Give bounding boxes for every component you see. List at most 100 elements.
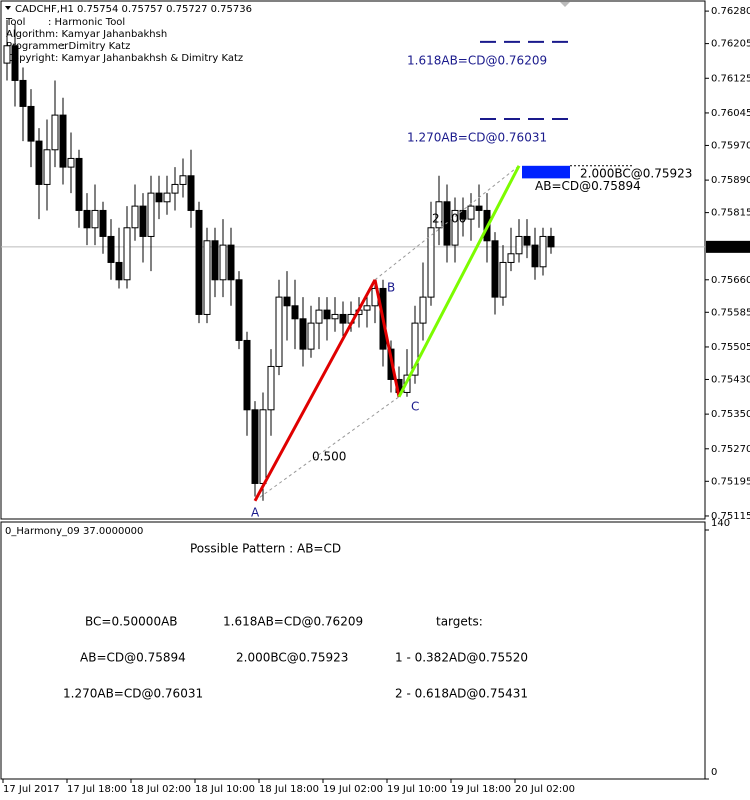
y-tick-label: 0.75195 [711,476,750,487]
leg-cd [397,165,521,398]
current-price-label: 0.75736 [711,242,750,253]
ratio-line [374,165,520,281]
x-tick-label: 17 Jul 2017 [3,784,60,795]
indicator-title: 0_Harmony_09 37.0000000 [5,526,143,537]
y-tick-label: 0.76280 [711,6,750,17]
y-tick-label: 0.76045 [711,108,750,119]
candle-body [187,175,195,211]
panel-text: targets: [436,615,483,629]
x-tick-label: 19 Jul 18:00 [451,784,511,795]
candle-body [291,305,299,320]
candle-body [547,235,555,248]
candle-body [139,205,147,237]
x-tick-label: 17 Jul 18:00 [67,784,127,795]
candle-body [419,296,427,324]
target-label: AB=CD@0.75894 [535,179,641,193]
panel-text: AB=CD@0.75894 [80,651,186,665]
candle-body [443,201,451,246]
y-tick-label: 0.75270 [711,444,750,455]
candle-body [331,313,339,320]
info-key: Programmer [6,41,69,52]
target-label: 1.618AB=CD@0.76209 [407,53,547,67]
candle-body [283,296,291,307]
y-tick-label: 0 [711,767,717,778]
target-label: 2.000BC@0.75923 [580,166,692,180]
candle-body [115,261,123,281]
candle-body [179,175,187,185]
candle-body [491,240,499,298]
y-tick-label: 0.75350 [711,409,750,420]
candle-body [411,322,419,376]
candle-body [323,309,331,320]
scroll-marker [560,2,570,7]
y-tick-label: 0.75815 [711,208,750,219]
info-value: : Harmonic Tool [48,17,125,28]
menu-arrow[interactable] [5,6,11,10]
candle-body [171,183,179,194]
point-label: B [387,280,395,294]
x-tick-label: 19 Jul 02:00 [323,784,383,795]
candle-body [35,140,43,185]
candle-body [315,309,323,324]
candle-body [67,157,75,168]
main-frame [0,0,706,520]
ratio-label: 0.500 [312,449,346,463]
candle-body [515,235,523,255]
candle-body [539,235,547,268]
panel-text: 1.618AB=CD@0.76209 [223,615,363,629]
candle-body [531,244,539,268]
panel-text: BC=0.50000AB [85,615,178,629]
candle-body [259,409,267,484]
candle-body [75,157,83,211]
candle-body [43,149,51,185]
candle-body [363,305,371,311]
y-tick-label: 140 [711,518,730,529]
panel-text: 1.270AB=CD@0.76031 [63,687,203,701]
leg-ab [253,279,377,502]
candle-body [11,45,19,81]
candle-body [163,192,171,203]
candle-body [19,79,27,107]
candle-body [307,322,315,350]
candle-body [235,279,243,341]
candle-body [227,244,235,281]
candle-body [91,209,99,229]
y-tick-label: 0.76205 [711,39,750,50]
y-tick-label: 0.75585 [711,307,750,318]
panel-text: 2.000BC@0.75923 [236,651,348,665]
x-tick-label: 18 Jul 10:00 [195,784,255,795]
candle-body [59,114,67,168]
y-tick-label: 0.75430 [711,374,750,385]
indicator-frame [0,521,706,780]
candle-body [299,318,307,350]
candle-body [267,365,275,411]
candle-body [435,201,443,229]
y-tick-label: 0.76125 [711,73,750,84]
y-tick-label: 0.75505 [711,342,750,353]
x-tick-label: 19 Jul 10:00 [387,784,447,795]
candle-body [219,244,227,281]
leg-bc [373,279,401,398]
y-tick-label: 0.75970 [711,140,750,151]
info-value: : Kamyar Jahanbakhsh & Dimitry Katz [55,53,243,64]
candle-body [467,205,475,220]
panel-text: 2 - 0.618AD@0.75431 [395,687,528,701]
current-price-box [706,240,750,253]
info-value: : Kamyar Jahanbakhsh [55,29,167,40]
info-key: Copyright [6,53,55,64]
candle-body [427,227,435,298]
info-value: : Dimitry Katz [62,41,130,52]
candle-body [99,209,107,237]
x-tick-label: 18 Jul 18:00 [259,784,319,795]
candle-body [499,261,507,298]
point-label: C [411,399,419,413]
candle-body [475,205,483,211]
candle-body [507,253,515,263]
y-tick-label: 0.75115 [711,511,750,522]
candle-body [195,209,203,315]
candle-body [275,296,283,367]
candle-body [83,209,91,229]
candle-body [27,105,35,142]
